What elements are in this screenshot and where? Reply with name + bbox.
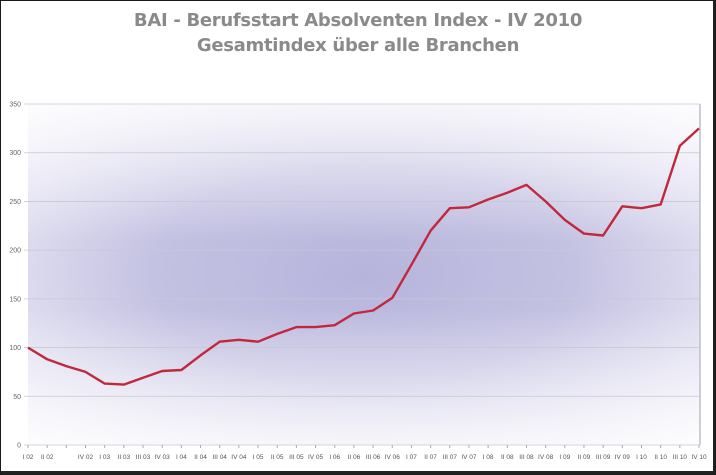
x-tick-label: II 10	[654, 454, 667, 461]
y-axis-ticks: 0 50 100 150 200 250 300 350	[9, 102, 21, 450]
x-tick-label: III 07	[443, 454, 458, 461]
x-tick-label: I 02	[23, 454, 34, 461]
x-tick-label: III 06	[366, 454, 381, 461]
x-tick-label: IV 03	[155, 454, 171, 461]
x-tick-label: II 06	[348, 454, 361, 461]
x-tick-label: I 10	[636, 454, 647, 461]
x-tick-label: III 10	[673, 454, 688, 461]
chart-subtitle: Gesamtindex über alle Branchen	[196, 35, 520, 56]
x-tick-label: II 03	[118, 454, 131, 461]
y-tick-label: 350	[9, 102, 21, 109]
x-tick-label: I 03	[99, 454, 110, 461]
x-tick-label: IV 02	[78, 454, 94, 461]
y-tick-label: 50	[13, 394, 21, 401]
x-tick-label: IV 10	[691, 454, 707, 461]
x-tick-label: I 07	[406, 454, 417, 461]
x-tick-label: I 08	[483, 454, 494, 461]
y-tick-label: 300	[9, 150, 21, 157]
x-tick-label: I 04	[176, 454, 187, 461]
x-tick-label: IV 04	[231, 454, 247, 461]
y-tick-label: 100	[9, 345, 21, 352]
x-tick-label: IV 05	[308, 454, 324, 461]
x-tick-label: I 06	[329, 454, 340, 461]
y-tick-label: 200	[9, 248, 21, 255]
x-tick-label: IV 07	[461, 454, 477, 461]
x-tick-label: II 05	[271, 454, 284, 461]
index-line	[27, 127, 700, 386]
x-tick-label: III 04	[212, 454, 227, 461]
x-tick-label: III 09	[596, 454, 611, 461]
x-tick-label: I 05	[253, 454, 264, 461]
x-tick-label: II 04	[194, 454, 207, 461]
x-tick-label: IV 09	[615, 454, 631, 461]
x-tick-label: IV 06	[385, 454, 401, 461]
x-axis-ticks: I 02 II 02 IV 02 I 03 II 03 III 03 IV 03 I 04 II…	[23, 445, 707, 461]
chart-title: BAI - Berufsstart Absolventen Index - IV…	[133, 10, 583, 31]
y-tick-label: 0	[17, 443, 21, 450]
x-tick-label: II 09	[578, 454, 591, 461]
x-tick-label: III 08	[519, 454, 534, 461]
gridlines	[24, 103, 700, 446]
x-tick-label: II 02	[41, 454, 54, 461]
x-tick-label: II 07	[424, 454, 437, 461]
x-tick-label: III 05	[289, 454, 304, 461]
x-tick-label: IV 08	[538, 454, 554, 461]
x-tick-label: III 03	[136, 454, 151, 461]
x-tick-label: II 08	[501, 454, 514, 461]
y-tick-label: 150	[9, 296, 21, 303]
y-tick-label: 250	[9, 199, 21, 206]
x-tick-label: I 09	[559, 454, 570, 461]
